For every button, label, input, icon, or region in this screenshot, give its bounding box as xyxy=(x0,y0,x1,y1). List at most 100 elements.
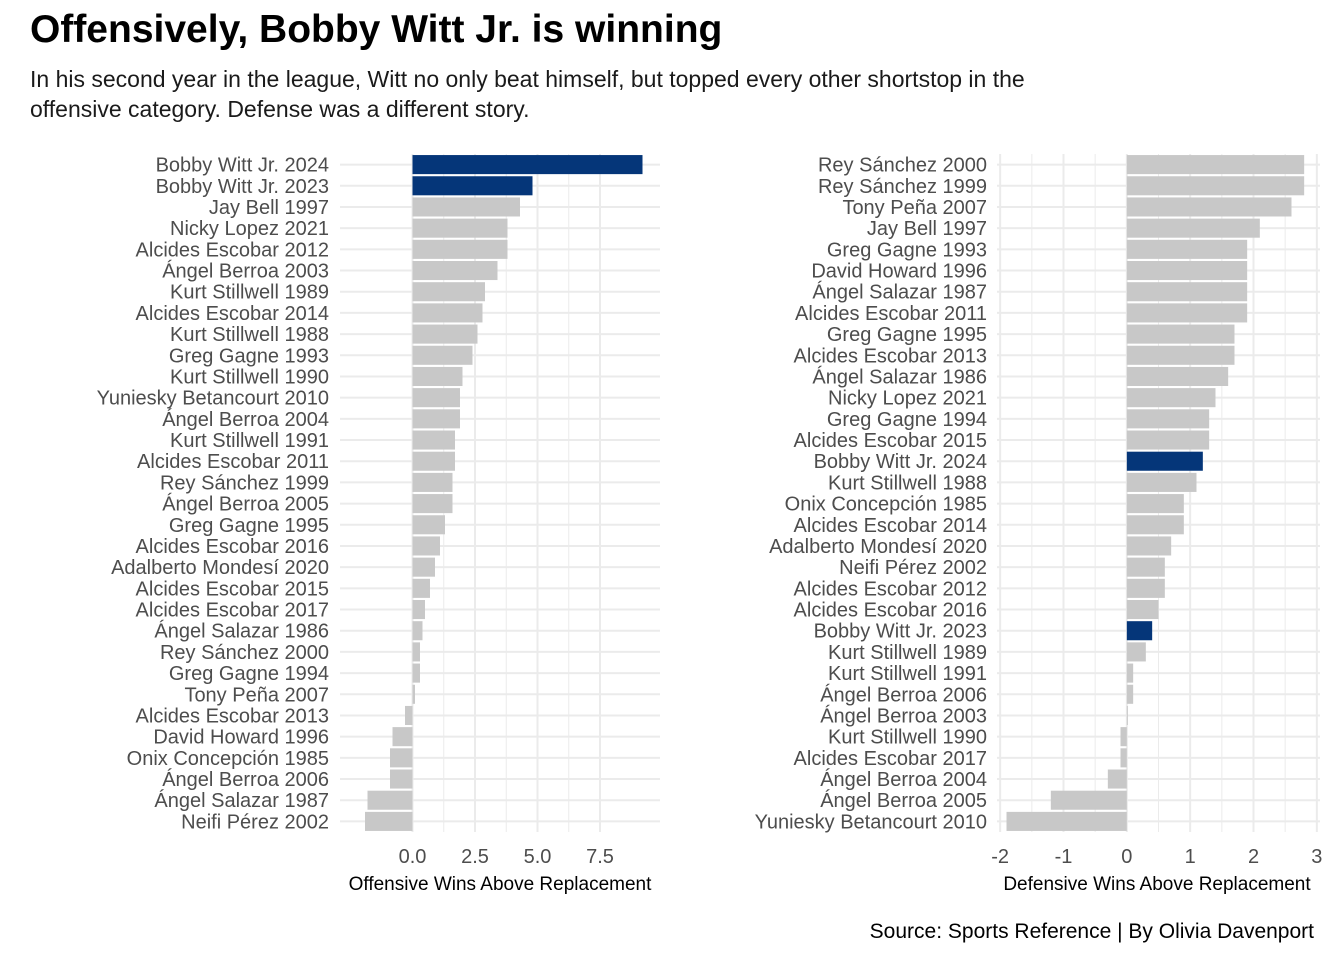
x-axis-title: Defensive Wins Above Replacement xyxy=(1003,874,1311,895)
bar-offense-27 xyxy=(405,705,413,726)
bar-defense-10 xyxy=(1126,345,1235,365)
bar-defense-6 xyxy=(1126,260,1248,281)
category-label: Ángel Salazar 1987 xyxy=(812,281,987,304)
bar-defense-3 xyxy=(1126,197,1292,217)
category-label: Kurt Stillwell 1990 xyxy=(170,366,329,388)
category-label: Ángel Salazar 1986 xyxy=(154,620,329,643)
category-label: Adalberto Mondesí 2020 xyxy=(111,557,329,579)
x-tick-label: 0 xyxy=(1121,846,1132,868)
category-label: Greg Gagne 1993 xyxy=(169,345,329,367)
category-label: Neifi Pérez 2002 xyxy=(839,557,987,579)
category-label: Kurt Stillwell 1988 xyxy=(828,472,987,494)
bar-offense-19 xyxy=(412,536,440,556)
category-label: Ángel Berroa 2006 xyxy=(162,768,329,791)
bar-offense-1 xyxy=(412,155,643,175)
bar-offense-20 xyxy=(412,557,435,577)
category-label: Kurt Stillwell 1988 xyxy=(170,324,329,346)
x-tick-label: 2 xyxy=(1248,846,1259,868)
category-label: Alcides Escobar 2016 xyxy=(136,536,329,558)
bar-defense-13 xyxy=(1126,409,1210,429)
bar-defense-29 xyxy=(1120,748,1127,768)
bar-defense-8 xyxy=(1126,303,1248,323)
chart-title: Offensively, Bobby Witt Jr. is winning xyxy=(30,8,723,51)
category-label: Greg Gagne 1993 xyxy=(827,239,987,261)
bar-defense-30 xyxy=(1107,769,1127,789)
category-label: David Howard 1996 xyxy=(811,261,987,283)
category-label: Rey Sánchez 2000 xyxy=(160,642,329,664)
category-label: Alcides Escobar 2012 xyxy=(136,239,329,261)
category-label: Greg Gagne 1995 xyxy=(169,515,329,537)
category-label: Rey Sánchez 1999 xyxy=(160,472,329,494)
x-tick-label: 5.0 xyxy=(524,846,552,868)
bar-defense-14 xyxy=(1126,430,1210,450)
category-label: Alcides Escobar 2012 xyxy=(794,578,987,600)
bar-defense-26 xyxy=(1126,684,1134,704)
bar-defense-24 xyxy=(1126,642,1146,662)
bar-offense-13 xyxy=(412,409,460,429)
bar-offense-3 xyxy=(412,197,520,217)
category-label: Jay Bell 1997 xyxy=(867,218,987,240)
x-tick-label: -1 xyxy=(1055,846,1073,868)
bar-offense-23 xyxy=(412,621,423,641)
category-label: Alcides Escobar 2014 xyxy=(794,515,987,537)
bar-offense-32 xyxy=(365,811,413,831)
category-label: Rey Sánchez 1999 xyxy=(818,176,987,198)
bar-offense-21 xyxy=(412,578,430,598)
bar-defense-1 xyxy=(1126,155,1305,175)
category-label: Yuniesky Betancourt 2010 xyxy=(97,388,329,410)
bar-defense-9 xyxy=(1126,324,1235,344)
bar-defense-15 xyxy=(1126,451,1203,471)
category-label: Alcides Escobar 2013 xyxy=(794,345,987,367)
category-label: Nicky Lopez 2021 xyxy=(170,218,329,240)
bar-offense-14 xyxy=(412,430,455,450)
category-label: Ángel Salazar 1986 xyxy=(812,365,987,388)
category-label: Alcides Escobar 2013 xyxy=(136,705,329,727)
category-label: Ángel Berroa 2004 xyxy=(820,768,987,791)
bar-offense-9 xyxy=(412,324,478,344)
category-label: Ángel Berroa 2006 xyxy=(820,683,987,706)
x-tick-label: 0.0 xyxy=(399,846,427,868)
category-label: Kurt Stillwell 1991 xyxy=(828,663,987,685)
category-label: Alcides Escobar 2011 xyxy=(137,451,329,473)
category-label: David Howard 1996 xyxy=(153,727,329,749)
category-label: Bobby Witt Jr. 2024 xyxy=(814,451,987,473)
category-label: Bobby Witt Jr. 2023 xyxy=(814,621,987,643)
x-tick-label: 7.5 xyxy=(586,846,614,868)
category-label: Neifi Pérez 2002 xyxy=(181,811,329,833)
category-label: Onix Concepción 1985 xyxy=(127,748,329,770)
bar-offense-30 xyxy=(390,769,413,789)
bar-offense-15 xyxy=(412,451,455,471)
bar-defense-11 xyxy=(1126,366,1229,387)
bar-offense-26 xyxy=(412,684,415,704)
bar-offense-4 xyxy=(412,218,508,238)
category-label: Alcides Escobar 2015 xyxy=(794,430,987,452)
category-label: Adalberto Mondesí 2020 xyxy=(769,536,987,558)
category-label: Ángel Salazar 1987 xyxy=(154,789,329,812)
category-label: Ángel Berroa 2005 xyxy=(820,789,987,812)
bar-defense-20 xyxy=(1126,557,1165,577)
bar-defense-12 xyxy=(1126,388,1216,408)
category-label: Alcides Escobar 2016 xyxy=(794,600,987,622)
category-label: Kurt Stillwell 1989 xyxy=(170,282,329,304)
category-label: Greg Gagne 1994 xyxy=(169,663,329,685)
category-label: Ángel Berroa 2003 xyxy=(162,260,329,283)
category-label: Onix Concepción 1985 xyxy=(785,494,987,516)
category-label: Alcides Escobar 2011 xyxy=(795,303,987,325)
bar-offense-28 xyxy=(392,727,413,747)
bar-defense-5 xyxy=(1126,239,1248,259)
category-label: Kurt Stillwell 1989 xyxy=(828,642,987,664)
bar-offense-16 xyxy=(412,472,453,492)
category-label: Tony Peña 2007 xyxy=(184,684,329,706)
bar-offense-24 xyxy=(412,642,420,662)
bar-offense-17 xyxy=(412,494,453,514)
source-caption: Source: Sports Reference | By Olivia Dav… xyxy=(869,920,1314,943)
bar-defense-2 xyxy=(1126,176,1305,196)
bar-defense-22 xyxy=(1126,599,1159,620)
category-label: Tony Peña 2007 xyxy=(842,197,987,219)
bar-defense-25 xyxy=(1126,663,1134,683)
bar-defense-7 xyxy=(1126,282,1248,302)
x-axis-title: Offensive Wins Above Replacement xyxy=(349,874,652,895)
bar-defense-4 xyxy=(1126,218,1260,238)
category-label: Rey Sánchez 2000 xyxy=(818,155,987,177)
